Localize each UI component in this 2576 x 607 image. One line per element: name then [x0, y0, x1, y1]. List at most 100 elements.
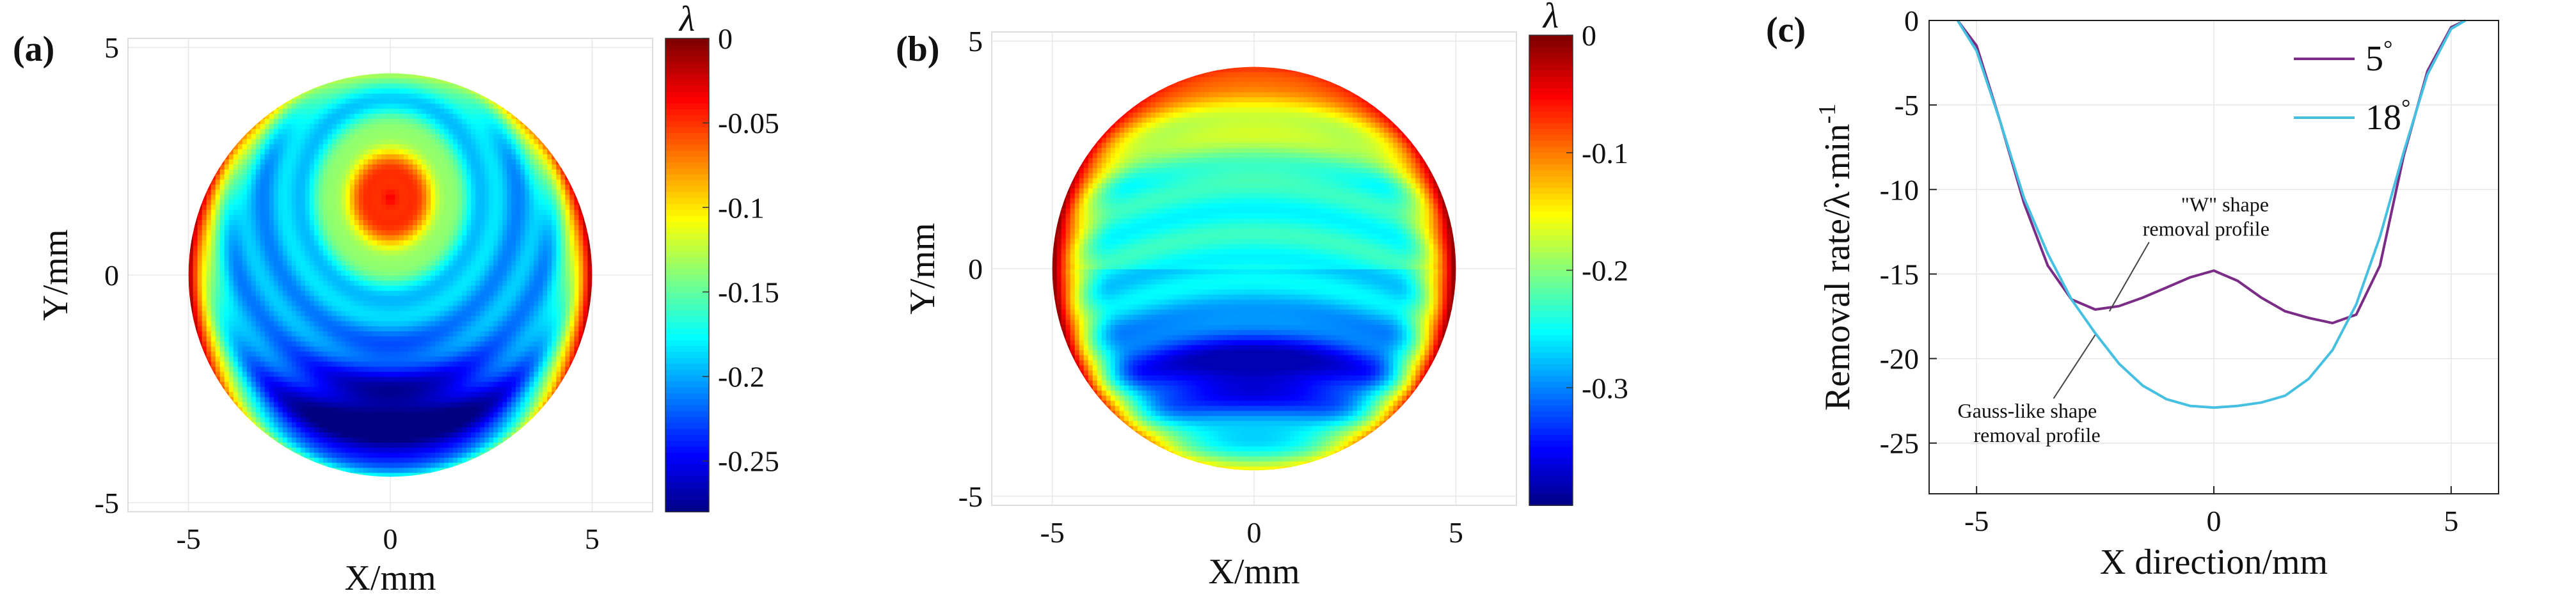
heatmap-cell	[408, 194, 413, 200]
heatmap-cell	[301, 341, 306, 347]
heatmap-cell	[377, 275, 382, 281]
heatmap-cell	[354, 265, 360, 271]
heatmap-cell	[377, 73, 382, 79]
heatmap-cell	[305, 78, 310, 84]
heatmap-cell	[247, 376, 252, 382]
heatmap-cell	[328, 416, 333, 422]
heatmap-cell	[346, 386, 351, 392]
heatmap-cell	[449, 63, 454, 68]
heatmap-cell	[422, 245, 427, 251]
heatmap-cell	[310, 366, 315, 372]
heatmap-cell	[422, 326, 427, 331]
heatmap-cell	[377, 260, 382, 265]
heatmap-cell	[413, 260, 418, 265]
heatmap-cell	[363, 402, 369, 407]
heatmap-cell	[283, 457, 288, 463]
heatmap-cell	[404, 143, 409, 149]
heatmap-cell	[444, 397, 449, 402]
heatmap-cell	[323, 472, 328, 478]
heatmap-cell	[363, 209, 369, 215]
heatmap-cell	[323, 422, 328, 427]
heatmap-cell	[413, 391, 418, 397]
heatmap-cell	[323, 280, 328, 286]
heatmap-cell	[269, 320, 274, 326]
heatmap-cell	[404, 103, 409, 109]
heatmap-cell	[346, 391, 351, 397]
heatmap-cell	[234, 331, 239, 336]
heatmap-cell	[229, 376, 234, 382]
heatmap-cell	[471, 301, 476, 306]
heatmap-cell	[283, 331, 288, 336]
heatmap-cell	[319, 482, 324, 488]
heatmap-cell	[247, 356, 252, 362]
heatmap-cell	[256, 422, 261, 427]
heatmap-cell	[471, 93, 476, 99]
heatmap-cell	[269, 326, 274, 331]
heatmap-cell	[189, 270, 194, 276]
heatmap-cell	[274, 422, 279, 427]
heatmap-cell	[422, 169, 427, 175]
heatmap-cell	[216, 366, 221, 372]
heatmap-cell	[440, 412, 445, 418]
heatmap-cell	[216, 154, 221, 159]
heatmap-cell	[390, 366, 395, 372]
heatmap-cell	[462, 230, 467, 235]
heatmap-cell	[337, 457, 342, 463]
heatmap-cell	[453, 154, 458, 159]
heatmap-cell	[337, 462, 342, 468]
heatmap-cell	[332, 351, 337, 357]
heatmap-cell	[202, 194, 207, 200]
heatmap-cell	[466, 391, 472, 397]
heatmap-cell	[341, 356, 346, 362]
heatmap-cell	[229, 250, 234, 256]
heatmap-cell	[305, 143, 310, 149]
heatmap-cell	[337, 63, 342, 68]
heatmap-cell	[449, 169, 454, 175]
heatmap-cell	[372, 275, 378, 281]
heatmap-cell	[372, 98, 378, 104]
heatmap-cell	[363, 467, 369, 473]
heatmap-cell	[229, 240, 234, 246]
heatmap-cell	[471, 310, 476, 316]
heatmap-cell	[457, 346, 463, 352]
heatmap-cell	[332, 346, 337, 352]
heatmap-cell	[283, 209, 288, 215]
heatmap-cell	[319, 260, 324, 265]
heatmap-cell	[234, 320, 239, 326]
heatmap-cell	[328, 52, 333, 58]
heatmap-cell	[408, 477, 413, 483]
heatmap-cell	[296, 250, 301, 256]
heatmap-cell	[363, 52, 369, 58]
heatmap-cell	[319, 123, 324, 129]
heatmap-cell	[457, 134, 463, 139]
heatmap-cell	[440, 58, 445, 63]
heatmap-cell	[422, 148, 427, 154]
heatmap-cell	[269, 199, 274, 205]
heatmap-cell	[251, 346, 257, 352]
heatmap-cell	[346, 199, 351, 205]
heatmap-cell	[247, 366, 252, 372]
heatmap-cell	[220, 154, 225, 159]
heatmap-cell	[238, 412, 243, 418]
heatmap-cell	[372, 391, 378, 397]
heatmap-cell	[229, 351, 234, 357]
heatmap-cell	[207, 169, 212, 175]
heatmap-cell	[207, 219, 212, 225]
heatmap-cell	[399, 255, 404, 260]
heatmap-cell	[440, 452, 445, 458]
heatmap-cell	[229, 148, 234, 154]
heatmap-cell	[444, 402, 449, 407]
heatmap-cell	[216, 386, 221, 392]
heatmap-cell	[260, 98, 266, 104]
heatmap-cell	[328, 442, 333, 448]
heatmap-cell	[431, 457, 436, 463]
heatmap-cell	[283, 250, 288, 256]
heatmap-cell	[471, 275, 476, 281]
heatmap-cell	[225, 280, 230, 286]
heatmap-cell	[359, 366, 364, 372]
heatmap-cell	[449, 351, 454, 357]
heatmap-cell	[426, 402, 431, 407]
heatmap-cell	[390, 427, 395, 432]
heatmap-cell	[431, 346, 436, 352]
heatmap-cell	[346, 376, 351, 382]
